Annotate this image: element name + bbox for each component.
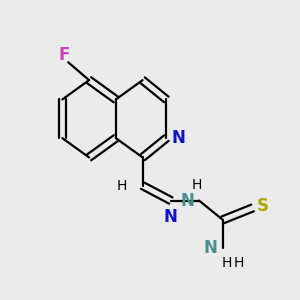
Text: H: H [234,256,244,269]
Text: H: H [192,178,202,192]
Text: N: N [164,208,178,226]
Text: H: H [222,256,232,269]
Text: N: N [180,191,194,209]
Text: F: F [58,46,70,64]
Text: H: H [117,179,127,193]
Text: N: N [204,239,218,257]
Text: S: S [256,197,268,215]
Text: N: N [172,129,186,147]
